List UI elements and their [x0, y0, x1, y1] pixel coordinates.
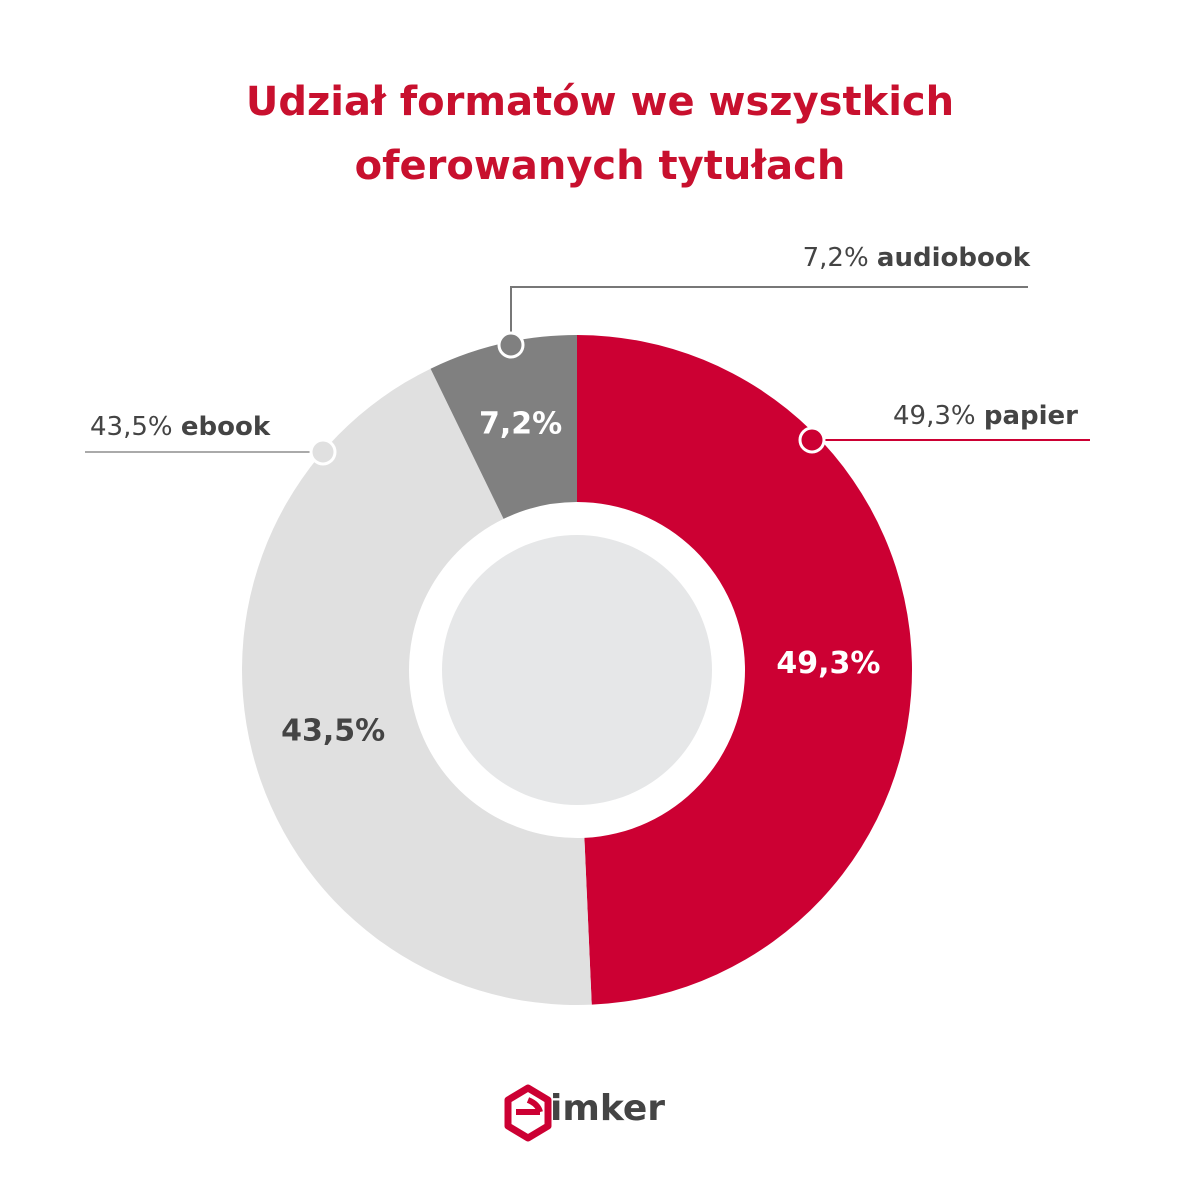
slice-label: 7,2%	[479, 406, 562, 441]
callout-dot	[798, 426, 826, 454]
callout-space	[976, 401, 984, 431]
donut-slice	[242, 368, 592, 1006]
callout-line	[510, 286, 1028, 345]
legend-entry: papier	[984, 401, 1078, 431]
slice-label: 49,3%	[776, 646, 880, 681]
callout-value: 43,5%	[90, 412, 173, 442]
callout-space	[869, 243, 877, 273]
donut-hole	[442, 535, 712, 805]
donut-slice	[577, 335, 912, 1005]
callout-dot	[497, 331, 525, 359]
callout-value: 7,2%	[803, 243, 869, 273]
logo-mark-e	[516, 1097, 543, 1115]
logo: imker	[504, 1084, 665, 1142]
legend-entry: ebook	[181, 412, 271, 442]
logo-text: imker	[550, 1088, 665, 1129]
callout-label: 7,2% audiobook	[803, 243, 1031, 273]
callout-space	[173, 412, 181, 442]
logo-mark	[504, 1084, 552, 1142]
chart-title: Udział formatów we wszystkich oferowanyc…	[245, 79, 955, 189]
callout-label: 43,5% ebook	[90, 412, 271, 442]
callout-dot	[309, 438, 337, 466]
callout-label: 49,3% papier	[893, 401, 1078, 431]
callout-value: 49,3%	[893, 401, 976, 431]
legend-entry: audiobook	[877, 243, 1031, 273]
slice-label: 43,5%	[281, 713, 385, 748]
donut-slice	[430, 335, 577, 519]
